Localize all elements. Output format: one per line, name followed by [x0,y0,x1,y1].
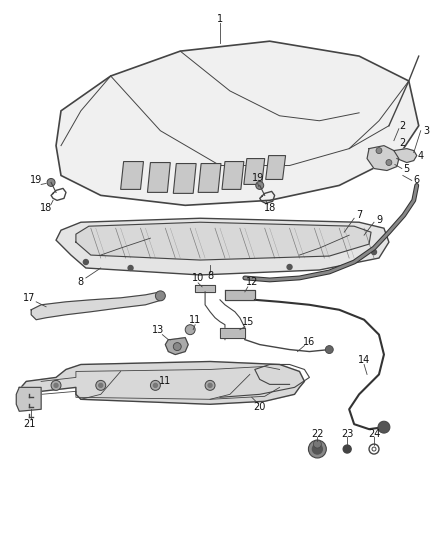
Polygon shape [165,337,188,354]
Text: 17: 17 [23,293,35,303]
Polygon shape [367,146,399,171]
Circle shape [314,440,321,448]
Circle shape [312,444,322,454]
Text: 15: 15 [242,317,254,327]
Circle shape [325,345,333,353]
Text: 2: 2 [400,138,406,148]
Polygon shape [220,328,245,337]
Circle shape [208,383,212,387]
Text: 10: 10 [192,273,204,283]
Circle shape [83,260,88,264]
Text: 18: 18 [264,203,276,213]
Text: 12: 12 [246,277,258,287]
Polygon shape [266,156,286,180]
Text: 11: 11 [159,376,171,386]
Polygon shape [173,164,196,193]
Polygon shape [394,149,417,163]
Text: 18: 18 [40,203,52,213]
Polygon shape [19,361,304,409]
Circle shape [287,264,292,270]
Text: 22: 22 [311,429,324,439]
Polygon shape [76,222,371,260]
Circle shape [47,179,55,187]
Text: 1: 1 [217,14,223,25]
Circle shape [185,325,195,335]
Text: 4: 4 [418,151,424,160]
Text: 19: 19 [30,175,42,185]
Text: 14: 14 [358,354,370,365]
Circle shape [128,265,133,270]
Circle shape [153,383,157,387]
Circle shape [99,383,103,387]
Polygon shape [198,164,221,192]
Text: 19: 19 [251,173,264,183]
Text: 2: 2 [400,121,406,131]
Circle shape [256,181,264,189]
Text: 3: 3 [424,126,430,136]
Circle shape [54,383,58,387]
Text: 21: 21 [23,419,35,429]
Polygon shape [56,41,419,205]
Circle shape [96,381,106,390]
Text: 20: 20 [254,402,266,412]
Text: 11: 11 [189,314,201,325]
Text: 8: 8 [78,277,84,287]
Circle shape [155,291,165,301]
Text: 16: 16 [303,337,315,346]
Polygon shape [225,290,255,300]
Circle shape [308,440,326,458]
Circle shape [173,343,181,351]
Polygon shape [31,292,162,320]
Polygon shape [222,161,244,189]
Circle shape [378,421,390,433]
Polygon shape [56,218,389,275]
Polygon shape [148,163,170,192]
Polygon shape [244,158,265,184]
Text: 24: 24 [368,429,380,439]
Circle shape [386,159,392,166]
Circle shape [51,381,61,390]
Polygon shape [195,285,215,292]
Text: 23: 23 [341,429,353,439]
Circle shape [371,249,377,255]
Text: 5: 5 [404,164,410,174]
Polygon shape [16,387,41,411]
Text: 13: 13 [152,325,165,335]
Circle shape [205,381,215,390]
Text: 9: 9 [376,215,382,225]
Text: 8: 8 [207,271,213,281]
Circle shape [376,148,382,154]
Circle shape [150,381,160,390]
Text: 7: 7 [356,210,362,220]
Circle shape [343,445,351,453]
Polygon shape [120,161,144,189]
Text: 6: 6 [413,175,420,185]
